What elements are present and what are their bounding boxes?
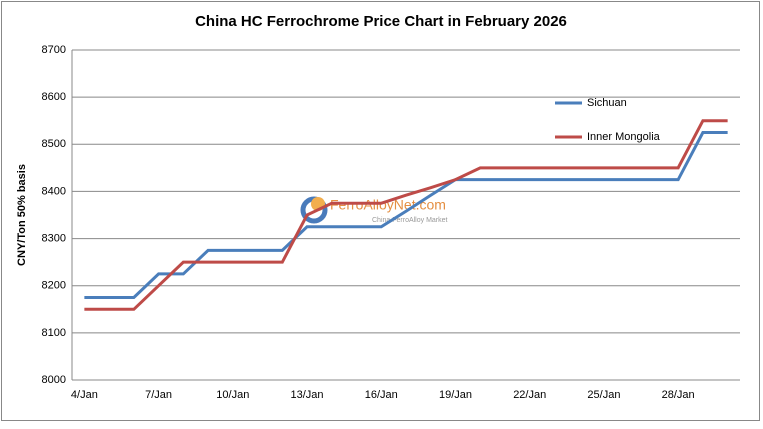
x-tick-label: 25/Jan bbox=[587, 389, 620, 401]
watermark: FerroAlloyNet.com China FerroAlloy Marke… bbox=[300, 196, 448, 224]
legend-label: Sichuan bbox=[587, 97, 627, 109]
series-line bbox=[84, 131, 728, 299]
y-tick-label: 8200 bbox=[42, 280, 66, 292]
legend-label: Inner Mongolia bbox=[587, 131, 661, 143]
watermark-subtitle: China FerroAlloy Market bbox=[372, 217, 448, 224]
y-tick-label: 8500 bbox=[42, 138, 66, 150]
y-tick-label: 8100 bbox=[42, 327, 66, 339]
x-tick-label: 28/Jan bbox=[662, 389, 695, 401]
series-line bbox=[84, 119, 728, 311]
x-tick-label: 13/Jan bbox=[291, 389, 324, 401]
y-tick-label: 8700 bbox=[42, 44, 66, 56]
x-tick-label: 16/Jan bbox=[365, 389, 398, 401]
watermark-text: FerroAlloyNet.com bbox=[330, 197, 446, 213]
x-tick-label: 7/Jan bbox=[145, 389, 172, 401]
y-axis-title: CNY/Ton 50% basis bbox=[16, 164, 28, 266]
y-tick-label: 8000 bbox=[42, 374, 66, 386]
x-tick-label: 19/Jan bbox=[439, 389, 472, 401]
x-tick-label: 4/Jan bbox=[71, 389, 98, 401]
chart-border bbox=[1, 1, 760, 421]
y-tick-label: 8400 bbox=[42, 185, 66, 197]
y-tick-label: 8600 bbox=[42, 91, 66, 103]
x-tick-label: 22/Jan bbox=[513, 389, 546, 401]
y-tick-label: 8300 bbox=[42, 232, 66, 244]
chart-title: China HC Ferrochrome Price Chart in Febr… bbox=[195, 13, 567, 30]
x-tick-label: 10/Jan bbox=[216, 389, 249, 401]
